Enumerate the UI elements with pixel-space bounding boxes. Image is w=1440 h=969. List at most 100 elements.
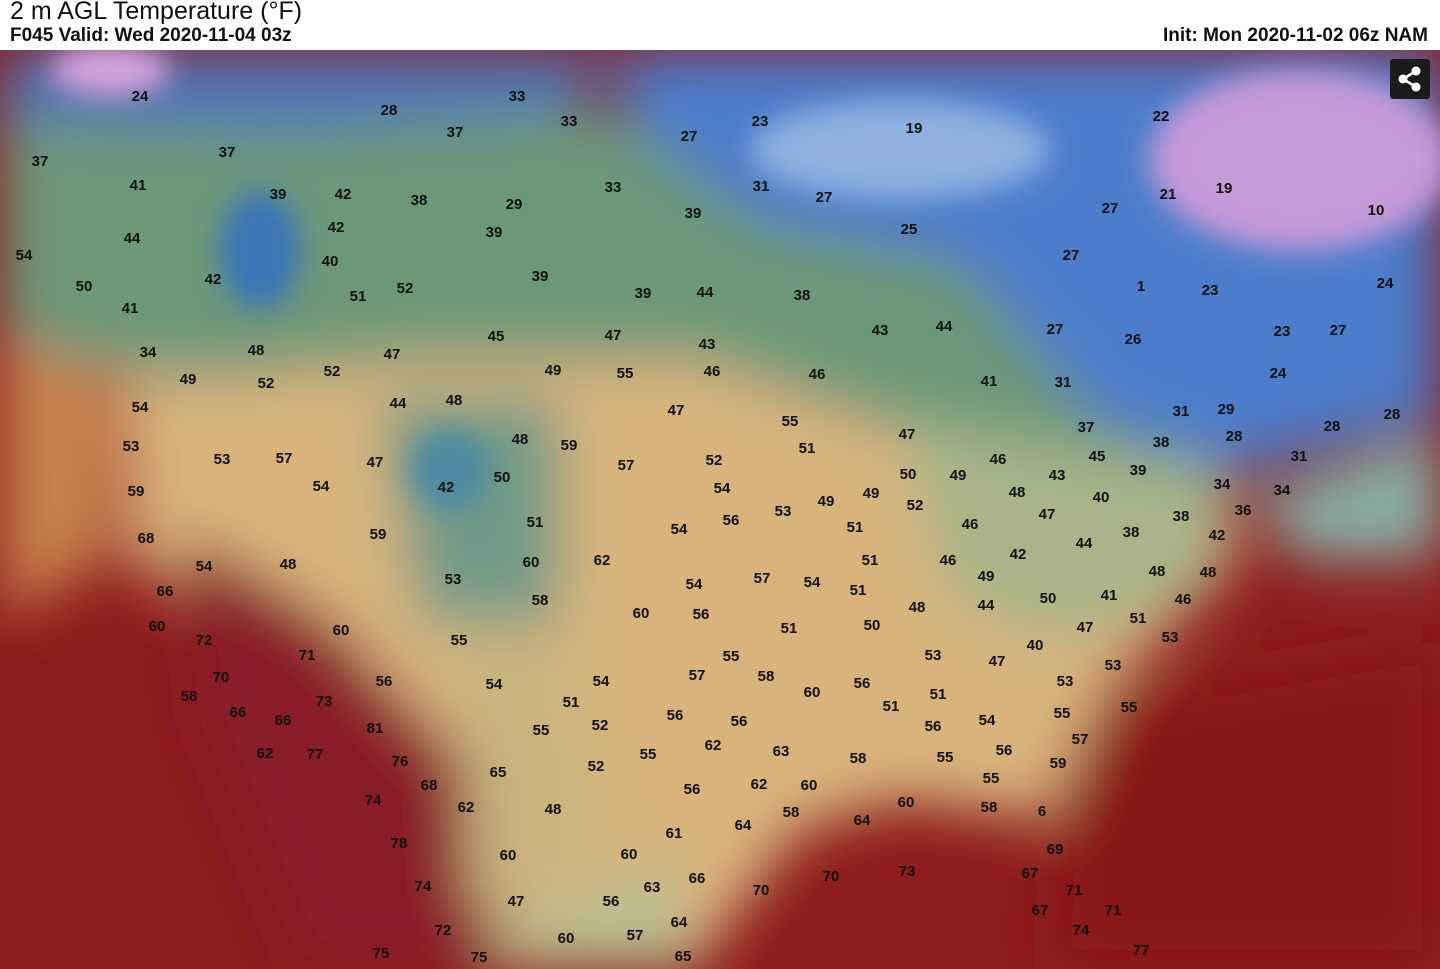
temperature-label: 27 bbox=[681, 128, 698, 145]
temperature-label: 19 bbox=[1216, 180, 1233, 197]
share-button[interactable] bbox=[1390, 59, 1430, 99]
temperature-label: 51 bbox=[1130, 610, 1147, 627]
temperature-label: 54 bbox=[804, 574, 821, 591]
temperature-label: 72 bbox=[435, 922, 452, 939]
temperature-label: 53 bbox=[123, 438, 140, 455]
temperature-label: 43 bbox=[699, 336, 716, 353]
temperature-label: 29 bbox=[1218, 401, 1235, 418]
temperature-label: 38 bbox=[794, 287, 811, 304]
temperature-label: 66 bbox=[157, 583, 174, 600]
temperature-label: 59 bbox=[561, 437, 578, 454]
temperature-label: 58 bbox=[783, 804, 800, 821]
temperature-label: 70 bbox=[213, 669, 230, 686]
temperature-label: 59 bbox=[370, 526, 387, 543]
temperature-label: 46 bbox=[1175, 591, 1192, 608]
temperature-label: 41 bbox=[130, 177, 147, 194]
temperature-label: 78 bbox=[391, 835, 408, 852]
temperature-label: 65 bbox=[490, 764, 507, 781]
temperature-label: 27 bbox=[1102, 200, 1119, 217]
temperature-label: 10 bbox=[1368, 202, 1385, 219]
temperature-label: 51 bbox=[930, 686, 947, 703]
temperature-label: 28 bbox=[1324, 418, 1341, 435]
temperature-label: 38 bbox=[411, 192, 428, 209]
temperature-label: 47 bbox=[1077, 619, 1094, 636]
temperature-label: 60 bbox=[633, 605, 650, 622]
temperature-label: 52 bbox=[588, 758, 605, 775]
temperature-label: 68 bbox=[138, 530, 155, 547]
temperature-label: 53 bbox=[445, 571, 462, 588]
temperature-label: 74 bbox=[1073, 922, 1090, 939]
temperature-label: 64 bbox=[854, 812, 871, 829]
temperature-label: 54 bbox=[486, 676, 503, 693]
temperature-label: 67 bbox=[1032, 902, 1049, 919]
temperature-label: 41 bbox=[122, 300, 139, 317]
temperature-label: 49 bbox=[978, 568, 995, 585]
temperature-label: 31 bbox=[753, 178, 770, 195]
temperature-label: 44 bbox=[124, 230, 141, 247]
temperature-label: 48 bbox=[1200, 564, 1217, 581]
temperature-label: 29 bbox=[506, 196, 523, 213]
temperature-label: 74 bbox=[365, 792, 382, 809]
temperature-label: 60 bbox=[500, 847, 517, 864]
temperature-label: 46 bbox=[990, 451, 1007, 468]
temperature-label: 39 bbox=[1130, 462, 1147, 479]
temperature-label: 63 bbox=[773, 743, 790, 760]
temperature-label: 39 bbox=[532, 268, 549, 285]
temperature-label: 23 bbox=[1274, 323, 1291, 340]
temperature-label: 51 bbox=[350, 288, 367, 305]
temperature-label: 42 bbox=[1209, 527, 1226, 544]
temperature-label: 55 bbox=[983, 770, 1000, 787]
temperature-label: 43 bbox=[1049, 467, 1066, 484]
temperature-label: 44 bbox=[697, 284, 714, 301]
temperature-label: 62 bbox=[594, 552, 611, 569]
temperature-label: 56 bbox=[854, 675, 871, 692]
temperature-label: 50 bbox=[76, 278, 93, 295]
temperature-label: 66 bbox=[689, 870, 706, 887]
temperature-label: 66 bbox=[230, 704, 247, 721]
temperature-label: 48 bbox=[446, 392, 463, 409]
temperature-label: 44 bbox=[1076, 535, 1093, 552]
temperature-label: 53 bbox=[925, 647, 942, 664]
temperature-label: 42 bbox=[328, 219, 345, 236]
temperature-label: 58 bbox=[181, 688, 198, 705]
temperature-label: 55 bbox=[451, 632, 468, 649]
temperature-label: 28 bbox=[1226, 428, 1243, 445]
temperature-label: 51 bbox=[862, 552, 879, 569]
init-time: Init: Mon 2020-11-02 06z NAM bbox=[1162, 25, 1428, 46]
temperature-label: 60 bbox=[558, 930, 575, 947]
temperature-label: 57 bbox=[276, 450, 293, 467]
share-icon bbox=[1398, 66, 1421, 92]
temperature-label: 62 bbox=[751, 776, 768, 793]
temperature-label: 54 bbox=[313, 478, 330, 495]
temperature-label: 60 bbox=[801, 777, 818, 794]
temperature-label: 33 bbox=[605, 179, 622, 196]
temperature-label: 56 bbox=[925, 718, 942, 735]
temperature-label: 28 bbox=[1384, 406, 1401, 423]
temperature-label: 42 bbox=[335, 186, 352, 203]
temperature-label: 54 bbox=[593, 673, 610, 690]
temperature-label: 75 bbox=[471, 949, 488, 966]
temperature-label: 57 bbox=[754, 570, 771, 587]
temperature-label: 41 bbox=[981, 373, 998, 390]
temperature-label: 54 bbox=[196, 558, 213, 575]
temperature-label: 57 bbox=[689, 667, 706, 684]
temperature-label: 27 bbox=[816, 189, 833, 206]
temperature-label: 56 bbox=[731, 713, 748, 730]
temperature-label: 41 bbox=[1101, 587, 1118, 604]
temperature-label: 46 bbox=[940, 552, 957, 569]
temperature-label: 48 bbox=[248, 342, 265, 359]
temperature-label: 60 bbox=[898, 794, 915, 811]
temperature-label: 66 bbox=[275, 712, 292, 729]
temperature-label: 44 bbox=[978, 597, 995, 614]
temperature-label: 73 bbox=[899, 863, 916, 880]
temperature-label: 42 bbox=[1010, 546, 1027, 563]
temperature-label: 40 bbox=[322, 253, 339, 270]
temperature-label: 60 bbox=[523, 554, 540, 571]
temperature-label: 37 bbox=[1078, 419, 1095, 436]
temperature-label: 48 bbox=[280, 556, 297, 573]
temperature-label: 47 bbox=[605, 327, 622, 344]
temperature-label: 48 bbox=[1009, 484, 1026, 501]
temperature-label: 73 bbox=[316, 693, 333, 710]
temperature-label: 24 bbox=[1377, 275, 1394, 292]
